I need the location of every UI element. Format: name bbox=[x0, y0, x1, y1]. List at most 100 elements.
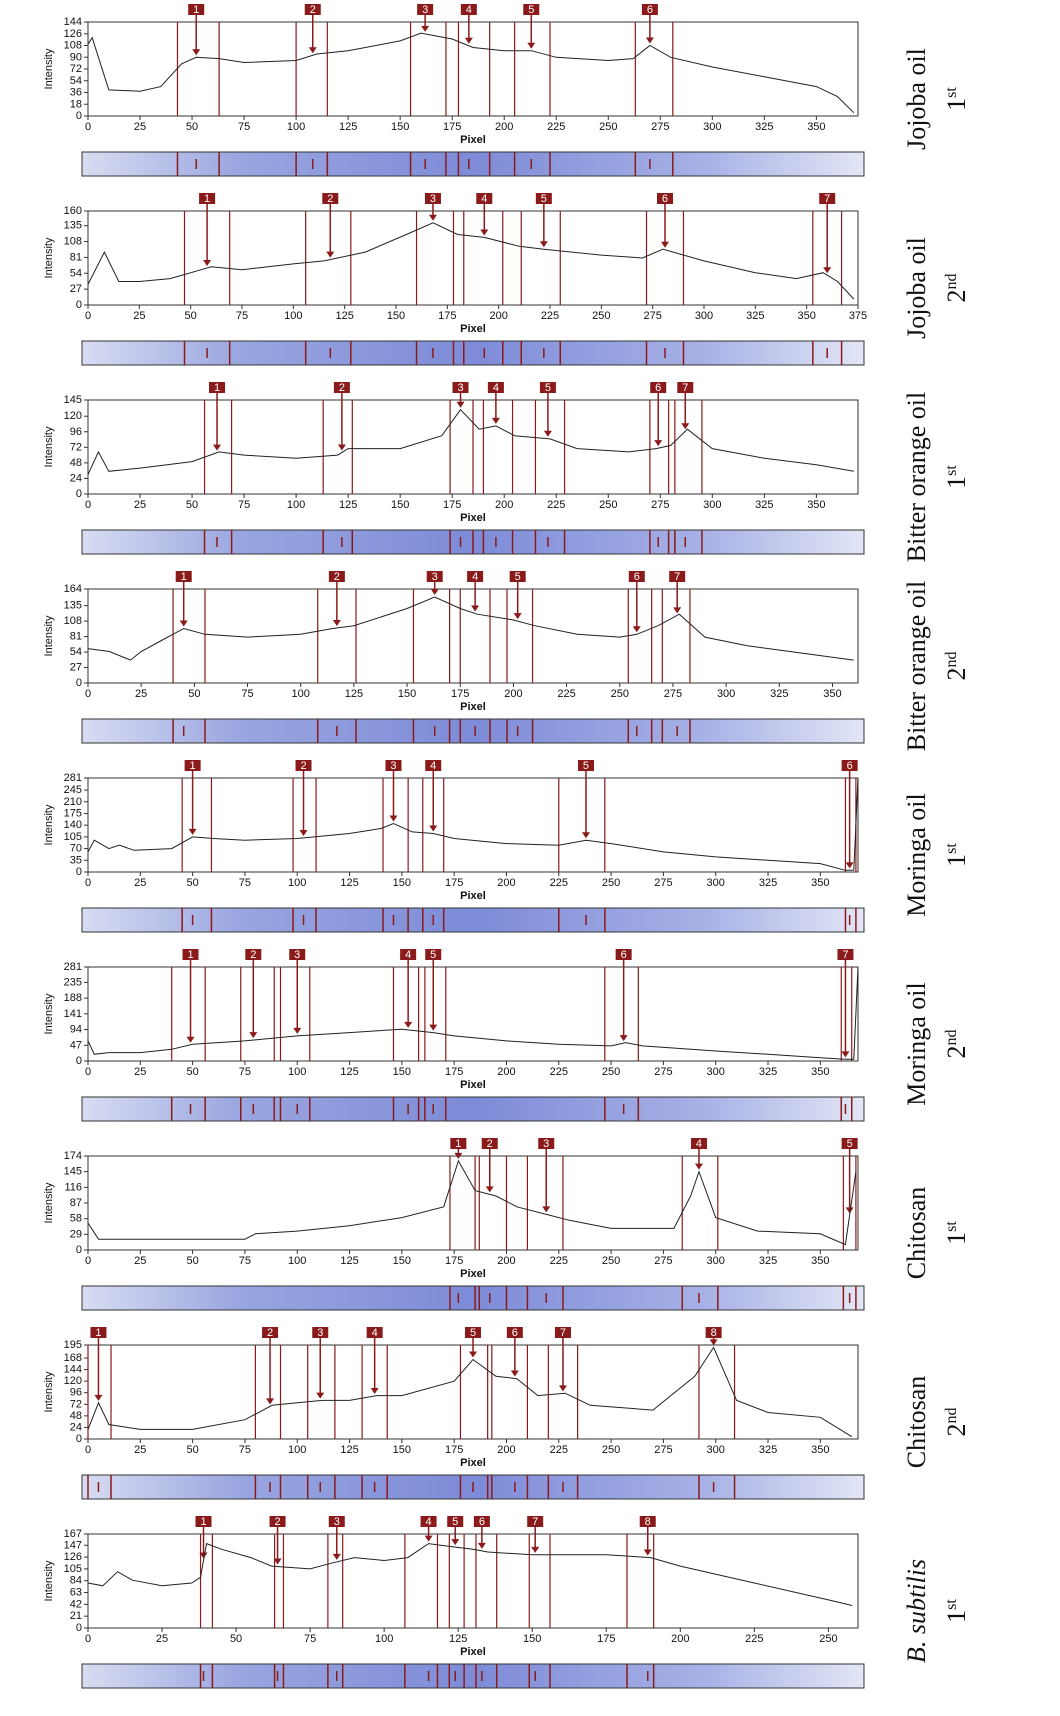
peak-arrow-head bbox=[643, 1549, 652, 1556]
run-suffix: nd bbox=[943, 1030, 960, 1046]
x-tick-label: 300 bbox=[707, 1066, 725, 1078]
y-tick-label: 0 bbox=[76, 299, 82, 311]
x-tick-label: 225 bbox=[550, 1255, 568, 1267]
run-number: 1 bbox=[942, 476, 971, 489]
peak-label-box bbox=[539, 382, 556, 393]
x-tick-label: 350 bbox=[807, 121, 825, 133]
peak-arrow-head bbox=[539, 241, 548, 248]
y-tick-label: 120 bbox=[64, 410, 82, 422]
y-tick-label: 141 bbox=[64, 1008, 82, 1020]
peak-label-box bbox=[538, 1138, 555, 1149]
x-axis-label: Pixel bbox=[460, 1268, 486, 1280]
lane-image bbox=[81, 907, 865, 933]
sample-label: Moringa oil bbox=[902, 982, 931, 1106]
x-tick-label: 50 bbox=[186, 499, 198, 511]
intensity-curve bbox=[87, 1542, 853, 1606]
run-number: 1 bbox=[942, 854, 971, 867]
peak-arrow-head bbox=[527, 42, 536, 49]
peak-label: 4 bbox=[481, 193, 487, 205]
x-tick-label: 200 bbox=[489, 310, 507, 322]
x-tick-label: 175 bbox=[451, 688, 469, 700]
x-tick-label: 150 bbox=[391, 499, 409, 511]
peak-label: 6 bbox=[662, 193, 668, 205]
peak-label: 2 bbox=[327, 193, 333, 205]
peak-arrow-head bbox=[464, 37, 473, 44]
peak-label: 5 bbox=[541, 193, 547, 205]
x-tick-label: 0 bbox=[85, 499, 91, 511]
peak-label: 6 bbox=[634, 571, 640, 583]
peak-label: 6 bbox=[512, 1327, 518, 1339]
peak-label: 4 bbox=[372, 1327, 378, 1339]
peak-arrow-head bbox=[823, 267, 832, 274]
x-axis-label: Pixel bbox=[460, 1457, 486, 1469]
x-tick-label: 100 bbox=[288, 877, 306, 889]
peak-arrow-head bbox=[619, 1035, 628, 1042]
peak-arrow-head bbox=[632, 626, 641, 633]
x-tick-label: 200 bbox=[504, 688, 522, 700]
peak-label: 6 bbox=[621, 949, 627, 961]
x-tick-label: 325 bbox=[759, 1066, 777, 1078]
y-tick-label: 0 bbox=[76, 1433, 82, 1445]
y-tick-label: 188 bbox=[64, 992, 82, 1004]
y-tick-label: 160 bbox=[64, 205, 82, 217]
peak-label: 4 bbox=[426, 1516, 432, 1528]
y-tick-label: 54 bbox=[70, 646, 82, 658]
run-suffix: nd bbox=[943, 652, 960, 668]
peak-label-box bbox=[184, 760, 201, 771]
peak-label-box bbox=[705, 1327, 722, 1338]
x-tick-label: 125 bbox=[335, 310, 353, 322]
run-suffix: nd bbox=[943, 274, 960, 290]
run-label: 1st bbox=[942, 1599, 971, 1623]
x-tick-label: 275 bbox=[654, 1066, 672, 1078]
peak-arrow-head bbox=[456, 401, 465, 408]
peak-arrow-head bbox=[531, 1546, 540, 1553]
x-tick-label: 350 bbox=[811, 1444, 829, 1456]
intensity-curve bbox=[87, 596, 854, 661]
run-number: 1 bbox=[942, 1232, 971, 1245]
peak-label: 4 bbox=[430, 760, 436, 772]
y-tick-label: 0 bbox=[76, 866, 82, 878]
peak-arrow-head bbox=[370, 1387, 379, 1394]
x-tick-label: 75 bbox=[239, 1255, 251, 1267]
peak-arrow-head bbox=[485, 1186, 494, 1193]
peak-arrow-head bbox=[192, 49, 201, 56]
x-tick-label: 125 bbox=[340, 1444, 358, 1456]
peak-label: 1 bbox=[193, 4, 199, 16]
peak-arrow-head bbox=[660, 241, 669, 248]
peak-label-box bbox=[333, 382, 350, 393]
y-axis-label: Intensity bbox=[43, 615, 55, 656]
x-tick-label: 350 bbox=[811, 877, 829, 889]
peak-arrow-head bbox=[477, 1542, 486, 1549]
x-tick-label: 225 bbox=[745, 1633, 763, 1645]
peak-label-box bbox=[487, 382, 504, 393]
x-tick-label: 325 bbox=[759, 1255, 777, 1267]
peak-label-box bbox=[424, 193, 441, 204]
peak-label-box bbox=[523, 4, 540, 15]
peak-label-box bbox=[452, 382, 469, 393]
y-tick-label: 0 bbox=[76, 1622, 82, 1634]
x-tick-label: 175 bbox=[445, 1444, 463, 1456]
x-tick-label: 325 bbox=[759, 1444, 777, 1456]
x-tick-label: 25 bbox=[135, 688, 147, 700]
peak-label-box bbox=[269, 1516, 286, 1527]
y-tick-label: 47 bbox=[70, 1039, 82, 1051]
peak-label-box bbox=[328, 1516, 345, 1527]
y-tick-label: 0 bbox=[76, 1244, 82, 1256]
x-tick-label: 25 bbox=[134, 121, 146, 133]
x-tick-label: 50 bbox=[186, 121, 198, 133]
peak-arrow-head bbox=[845, 862, 854, 869]
peak-arrow-head bbox=[326, 251, 335, 258]
x-tick-label: 200 bbox=[497, 1255, 515, 1267]
y-tick-label: 281 bbox=[64, 961, 82, 973]
y-tick-label: 27 bbox=[70, 283, 82, 295]
intensity-curve bbox=[87, 408, 854, 475]
peak-label: 3 bbox=[457, 382, 463, 394]
y-tick-label: 195 bbox=[64, 1339, 82, 1351]
x-tick-label: 250 bbox=[592, 310, 610, 322]
peak-arrow-head bbox=[480, 229, 489, 236]
peak-label: 3 bbox=[543, 1138, 549, 1150]
x-tick-label: 75 bbox=[236, 310, 248, 322]
y-tick-label: 21 bbox=[70, 1610, 82, 1622]
y-tick-label: 210 bbox=[64, 796, 82, 808]
